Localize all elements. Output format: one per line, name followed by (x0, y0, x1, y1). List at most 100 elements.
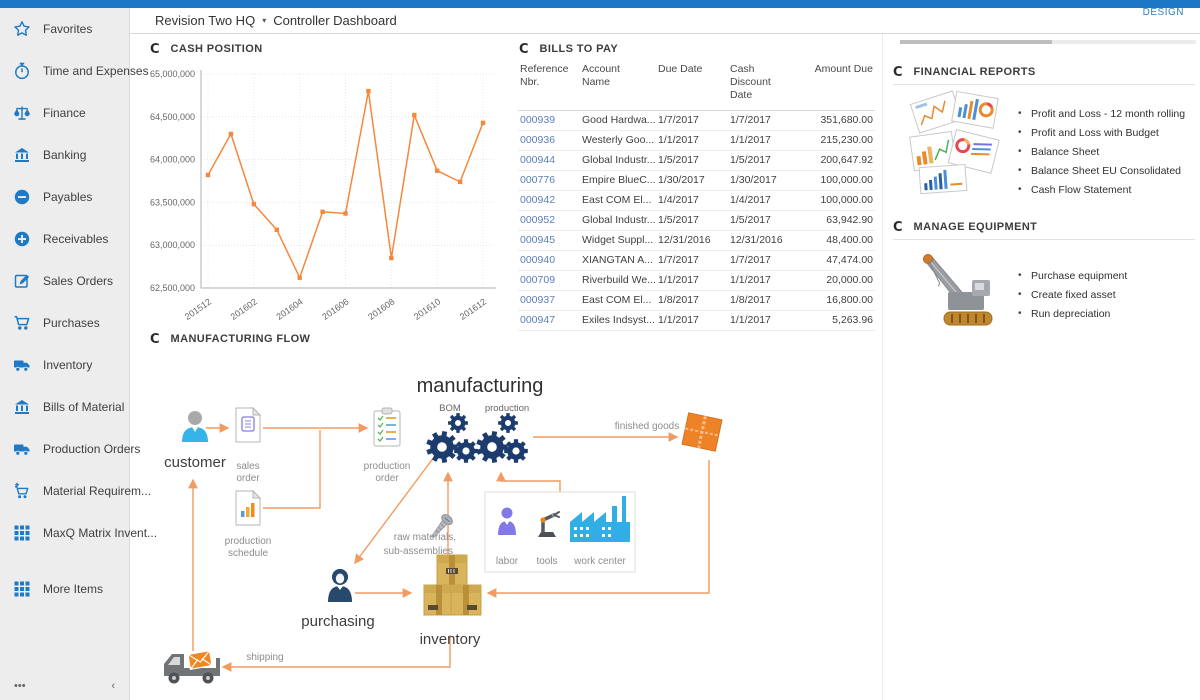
tools-label: tools (536, 556, 557, 567)
reference-link[interactable]: 000940 (518, 250, 580, 271)
edit-icon (14, 274, 30, 288)
sidebar-item-label: Receivables (43, 232, 109, 246)
refresh-icon[interactable]: C (893, 219, 903, 235)
sidebar-item-more-items[interactable]: More Items (0, 568, 129, 610)
sidebar-item-banking[interactable]: Banking (0, 134, 129, 176)
horizontal-scrollbar[interactable] (900, 40, 1196, 44)
sidebar-item-finance[interactable]: Finance (0, 92, 129, 134)
sidebar-item-time-and-expenses[interactable]: Time and Expenses (0, 50, 149, 92)
customer-label: customer (164, 454, 226, 471)
reference-link[interactable]: 000937 (518, 290, 580, 311)
sidebar-item-receivables[interactable]: Receivables (0, 218, 129, 260)
table-cell: 200,647.92 (806, 150, 875, 171)
equipment-link[interactable]: • Run depreciation (1018, 304, 1200, 323)
more-options-icon[interactable]: ••• (14, 680, 26, 692)
purchasing-icon (328, 569, 352, 602)
company-selector[interactable]: Revision Two HQ (155, 13, 256, 28)
sidebar-item-inventory[interactable]: Inventory (0, 344, 129, 386)
bullet-icon: • (1018, 184, 1022, 195)
reference-link[interactable]: 000952 (518, 210, 580, 231)
sidebar-item-label: Production Orders (43, 442, 141, 456)
sidebar-item-production-orders[interactable]: Production Orders (0, 428, 140, 470)
purchasing-label: purchasing (301, 613, 374, 630)
design-button[interactable]: DESIGN (1142, 7, 1184, 18)
sidebar-item-label: Inventory (43, 358, 93, 372)
reference-link[interactable]: 000942 (518, 190, 580, 211)
finished-goods-icon (681, 412, 723, 452)
column-header[interactable]: Account Name (580, 60, 656, 111)
manufacturing-flow-diagram: manufacturing BOM production customer sa… (164, 375, 723, 684)
sidebar-item-label: Material Requirem... (43, 484, 152, 498)
column-header[interactable]: Cash Discount Date (728, 60, 806, 111)
report-link[interactable]: • Profit and Loss with Budget (1018, 123, 1200, 142)
reference-link[interactable]: 000947 (518, 310, 580, 331)
scrollbar-thumb[interactable] (900, 40, 1052, 44)
column-header[interactable]: Reference Nbr. (518, 60, 580, 111)
table-row: 000945 Widget Suppl... 12/31/2016 12/31/201… (518, 230, 875, 251)
svg-text:201604: 201604 (274, 296, 304, 321)
report-link[interactable]: • Profit and Loss - 12 month rolling (1018, 104, 1200, 123)
sidebar-item-payables[interactable]: Payables (0, 176, 129, 218)
manufacturing-flow-header: C MANUFACTURING FLOW (150, 331, 310, 347)
reference-link[interactable]: 000945 (518, 230, 580, 251)
reference-link[interactable]: 000944 (518, 150, 580, 171)
sidebar-nav: Favorites Time and Expenses Finance Banking… (0, 8, 157, 610)
sidebar-footer: ••• ‹ (0, 680, 129, 692)
reference-link[interactable]: 000939 (518, 110, 580, 131)
shipping-label: shipping (246, 652, 283, 663)
sidebar-item-purchases[interactable]: Purchases (0, 302, 129, 344)
widget-title: FINANCIAL REPORTS (913, 66, 1036, 78)
svg-text:201610: 201610 (412, 296, 442, 321)
refresh-icon[interactable]: C (150, 331, 160, 347)
table-cell: 12/31/2016 (728, 230, 806, 251)
finished-goods-label: finished goods (615, 421, 680, 432)
table-cell: 1/8/2017 (656, 290, 728, 311)
table-cell: 47,474.00 (806, 250, 875, 271)
svg-text:order: order (236, 473, 260, 484)
equipment-link[interactable]: • Purchase equipment (1018, 266, 1200, 285)
table-row: 000942 East COM El... 1/4/2017 1/4/2017 100,… (518, 190, 875, 211)
crane-image (923, 254, 993, 326)
collapse-sidebar-icon[interactable]: ‹ (111, 680, 115, 692)
column-header[interactable]: Due Date (656, 60, 728, 111)
production-schedule-label: production (225, 536, 272, 547)
sales-order-icon (235, 406, 262, 443)
sidebar-item-bills-of-material[interactable]: Bills of Material (0, 386, 129, 428)
report-link[interactable]: • Balance Sheet (1018, 142, 1200, 161)
envelope-icon (187, 650, 213, 670)
sidebar-item-sales-orders[interactable]: Sales Orders (0, 260, 129, 302)
truck-icon (14, 360, 30, 372)
svg-text:201606: 201606 (320, 296, 350, 321)
table-cell: Exiles Indsyst... (580, 310, 656, 331)
table-row: 000939 Good Hardwa... 1/7/2017 1/7/2017 351,… (518, 110, 875, 131)
sidebar-item-maxq-matrix-invent[interactable]: MaxQ Matrix Invent... (0, 512, 157, 554)
table-row: 000709 Riverbuild We... 1/1/2017 1/1/2017 20… (518, 270, 875, 291)
report-papers (909, 90, 1000, 194)
link-label: Create fixed asset (1031, 288, 1116, 301)
refresh-icon[interactable]: C (893, 64, 903, 80)
equipment-links: • Purchase equipment • Create fixed asset • R… (1018, 266, 1200, 323)
plus-icon (14, 231, 30, 247)
table-cell: 1/1/2017 (728, 130, 806, 151)
table-row: 000937 East COM El... 1/8/2017 1/8/2017 16,8… (518, 290, 875, 311)
table-cell: Global Industr... (580, 150, 656, 171)
flow-arrows (188, 423, 710, 672)
sidebar-item-material-requirem[interactable]: Material Requirem... (0, 470, 151, 512)
sidebar-item-favorites[interactable]: Favorites (0, 8, 129, 50)
equipment-link[interactable]: • Create fixed asset (1018, 285, 1200, 304)
refresh-icon[interactable]: C (519, 41, 529, 57)
reference-link[interactable]: 000709 (518, 270, 580, 291)
reference-link[interactable]: 000776 (518, 170, 580, 191)
reference-link[interactable]: 000936 (518, 130, 580, 151)
report-link[interactable]: • Cash Flow Statement (1018, 180, 1200, 199)
sidebar-item-label: Payables (43, 190, 93, 204)
production-order-icon (373, 407, 401, 447)
flow-title: manufacturing (417, 375, 544, 397)
chevron-down-icon[interactable]: ▾ (262, 16, 267, 25)
column-header[interactable]: Amount Due (806, 60, 875, 111)
report-link[interactable]: • Balance Sheet EU Consolidated (1018, 161, 1200, 180)
widget-title: MANUFACTURING FLOW (170, 333, 311, 345)
refresh-icon[interactable]: C (150, 41, 160, 57)
table-cell: Riverbuild We... (580, 270, 656, 291)
table-cell: 1/30/2017 (728, 170, 806, 191)
